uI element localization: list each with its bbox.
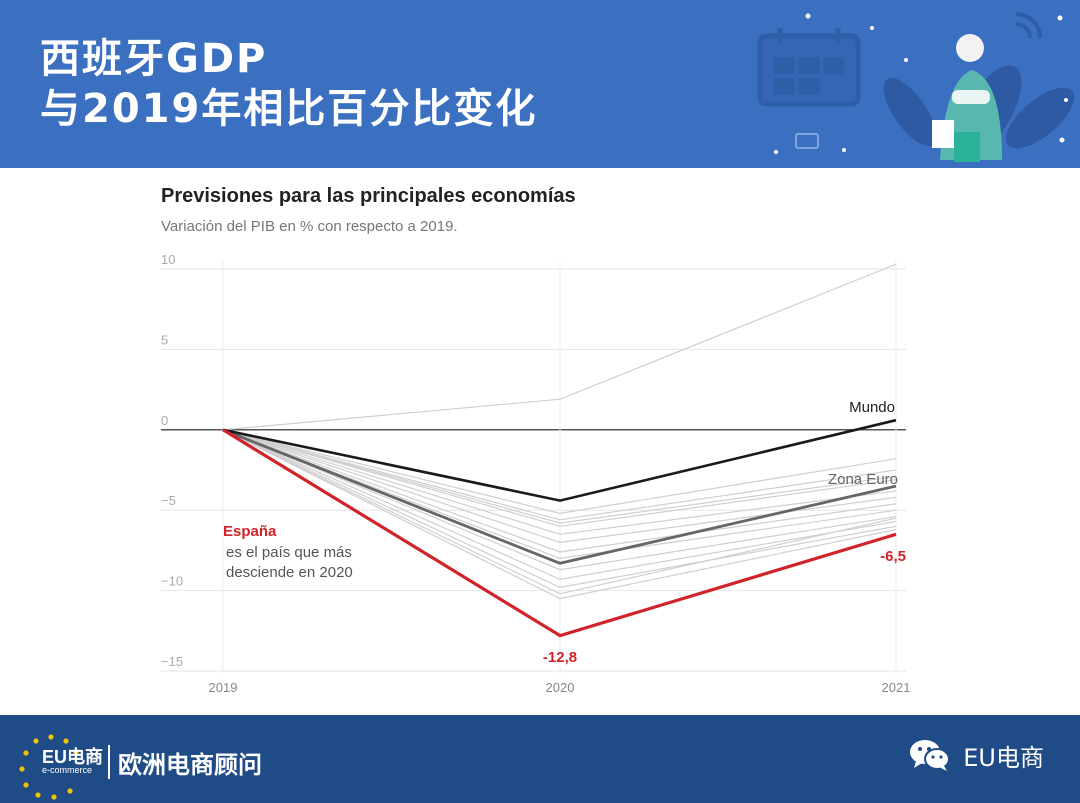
y-tick-label: 10 xyxy=(161,252,175,267)
logo-text: EU电商 xyxy=(42,747,104,767)
chart-subtitle: Variación del PIB en % con respecto a 20… xyxy=(161,218,458,235)
grid: 10 5 0 −5 −10 −15 2019 2020 2021 xyxy=(161,252,910,695)
card-icon xyxy=(795,133,819,149)
brand-divider xyxy=(108,745,110,779)
spain-note-line-1: es el país que más xyxy=(226,544,352,561)
ecommerce-illustration xyxy=(757,12,1075,162)
y-tick-label: −15 xyxy=(161,654,183,669)
highlight-lines xyxy=(222,418,897,638)
footer-bar: EU电商 e-commerce 欧洲电商顾问 EU电商 xyxy=(0,715,1080,803)
shopper-icon xyxy=(932,34,1002,162)
eu-stars-icon xyxy=(19,734,79,800)
sparkle-icon xyxy=(774,13,1068,154)
other-economy-line xyxy=(222,429,897,521)
spain-note-line-2: desciende en 2020 xyxy=(226,564,353,581)
chart-area: Previsiones para las principales economí… xyxy=(0,168,1080,715)
spain-label: España xyxy=(223,523,277,540)
logo-subtext: e-commerce xyxy=(42,765,93,775)
y-tick-label: 0 xyxy=(161,413,168,428)
chart-title: Previsiones para las principales economí… xyxy=(161,185,576,207)
title-line-2: 与2019年相比百分比变化 xyxy=(40,86,538,132)
eu-ecommerce-logo: EU电商 e-commerce xyxy=(40,743,104,783)
spain-series-line xyxy=(222,428,897,638)
spain-2021-value-label: -6,5 xyxy=(880,548,906,565)
wechat-account: EU电商 xyxy=(908,737,1044,777)
other-economy-line xyxy=(222,429,897,600)
zona-euro-label: Zona Euro xyxy=(828,471,898,488)
mundo-series-line xyxy=(222,418,897,502)
calendar-icon xyxy=(757,28,861,107)
other-economy-line xyxy=(222,429,897,515)
other-economy-line xyxy=(222,429,897,553)
other-economy-line xyxy=(222,429,897,527)
zona-euro-series-line xyxy=(222,428,897,565)
x-tick-label: 2020 xyxy=(546,680,575,695)
chart-labels: Mundo Zona Euro España es el país que má… xyxy=(223,399,906,666)
y-tick-label: −5 xyxy=(161,493,176,508)
other-economy-line xyxy=(222,429,897,535)
spain-2020-value-label: -12,8 xyxy=(543,649,577,666)
other-economy-line xyxy=(222,429,897,589)
mundo-label: Mundo xyxy=(849,399,895,416)
wechat-label: EU电商 xyxy=(963,743,1044,772)
y-tick-label: −10 xyxy=(161,574,183,589)
other-economy-line xyxy=(222,263,897,431)
x-tick-label: 2021 xyxy=(882,680,911,695)
wechat-icon xyxy=(910,740,951,771)
x-tick-label: 2019 xyxy=(209,680,238,695)
page-title: 西班牙GDP 与2019年相比百分比变化 xyxy=(40,34,537,134)
line-chart: Previsiones para las principales economí… xyxy=(161,185,910,695)
other-economy-line xyxy=(222,429,897,571)
brand-name: 欧洲电商顾问 xyxy=(118,751,262,779)
other-economy-line xyxy=(222,429,897,560)
other-economy-line xyxy=(222,429,897,524)
header-banner: 西班牙GDP 与2019年相比百分比变化 xyxy=(0,0,1080,168)
title-line-1: 西班牙GDP xyxy=(40,36,268,82)
other-economy-line xyxy=(222,429,897,580)
wifi-icon xyxy=(1015,12,1042,39)
other-economies-lines xyxy=(222,263,897,600)
other-economy-line xyxy=(222,429,897,595)
y-tick-label: 5 xyxy=(161,332,168,347)
